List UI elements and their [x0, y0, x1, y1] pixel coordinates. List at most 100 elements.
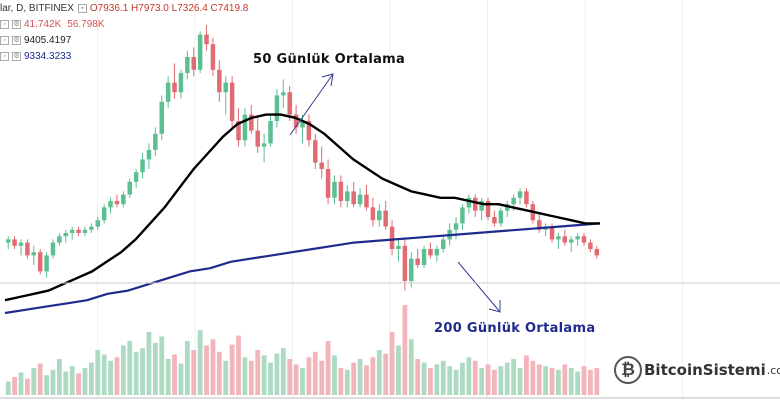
candle-body: [185, 57, 190, 73]
volume-bar: [517, 368, 523, 395]
volume-bar: [376, 350, 382, 395]
volume-bar: [12, 377, 17, 395]
volume-bar: [421, 362, 427, 395]
ma50-arrowhead: [321, 73, 334, 87]
candle: [108, 197, 113, 214]
candle: [319, 146, 324, 179]
candle: [268, 114, 273, 147]
volume-bar: [88, 362, 94, 395]
candle: [485, 197, 491, 221]
candle-body: [588, 242, 593, 249]
logo-text: BitcoinSistemi: [644, 361, 766, 379]
candle: [63, 229, 69, 243]
candle: [153, 127, 158, 157]
volume-bar: [280, 348, 286, 395]
candle: [409, 252, 414, 288]
candle-body: [536, 220, 542, 230]
candle: [396, 239, 401, 262]
candle: [159, 95, 164, 141]
candle: [114, 194, 120, 208]
candle: [370, 197, 376, 227]
candle-body: [460, 207, 465, 224]
candle: [383, 201, 388, 230]
candle: [57, 233, 62, 246]
volume-bar: [396, 345, 401, 395]
volume-bar: [101, 354, 107, 395]
eye-icon[interactable]: ◦: [0, 19, 9, 29]
volume-bar: [37, 363, 43, 395]
candle-body: [575, 236, 580, 240]
volume-bar: [172, 354, 177, 395]
candle: [524, 188, 529, 208]
header-row-ma50: ◦ ⚙ 9405.4197: [0, 32, 252, 48]
header-row-symbol: lar, D, BITFINEX ▪ O7936.1 H7973.0 L7326…: [0, 0, 252, 16]
candle-body: [524, 191, 529, 205]
volume-bar: [159, 336, 165, 395]
volume-bar: [549, 368, 555, 395]
candle-body: [229, 82, 235, 121]
candle-body: [5, 239, 11, 243]
candle: [377, 204, 382, 227]
candle: [242, 108, 248, 147]
volume-bar: [63, 371, 69, 395]
volume-bar: [184, 341, 190, 395]
volume-bar: [5, 381, 11, 395]
volume-bar: [428, 368, 433, 395]
volume-bars: [5, 305, 600, 395]
candle: [517, 188, 523, 205]
candle-body: [197, 34, 203, 70]
candle: [338, 175, 344, 208]
eye-icon[interactable]: ◦: [0, 35, 9, 45]
gear-icon[interactable]: ⚙: [12, 35, 21, 45]
gear-icon[interactable]: ⚙: [12, 19, 21, 29]
volume-bar: [140, 348, 145, 395]
candle: [332, 175, 337, 205]
candle-body: [581, 236, 587, 243]
candle-body: [549, 226, 555, 240]
candle-body: [594, 249, 600, 256]
ohlc-values: O7936.1 H7973.0 L7326.4 C7419.8: [89, 2, 249, 14]
candle: [121, 191, 126, 208]
candle-body: [57, 236, 62, 243]
volume-bar: [364, 365, 369, 395]
volume-bar: [76, 373, 81, 395]
ma50-arrow: [289, 73, 334, 136]
candle-body: [89, 226, 94, 230]
candle-body: [95, 220, 101, 227]
candle-body: [504, 204, 510, 211]
candle: [479, 197, 484, 221]
candle-body: [370, 207, 376, 221]
gear-icon[interactable]: ⚙: [12, 51, 21, 61]
ma200-arrowhead: [488, 300, 501, 313]
volume-bar: [319, 360, 325, 395]
candle-body: [281, 92, 286, 96]
candle-body: [383, 210, 388, 227]
candle: [357, 188, 363, 208]
settings-icon[interactable]: ▪: [77, 3, 87, 13]
candle: [274, 89, 280, 128]
candle: [210, 37, 216, 77]
volume-bar: [504, 362, 510, 395]
candle: [140, 153, 145, 179]
volume-bar: [498, 366, 504, 395]
candle: [421, 245, 427, 269]
volume-bar: [530, 360, 536, 395]
candle: [37, 249, 43, 275]
volume-bar: [191, 350, 197, 395]
candle-body: [287, 92, 292, 115]
candle-body: [25, 242, 30, 256]
volume-bar: [408, 339, 414, 395]
candle: [345, 185, 350, 208]
candle: [415, 249, 420, 269]
candle: [249, 105, 254, 134]
candle-body: [389, 226, 395, 249]
eye-icon[interactable]: ◦: [0, 51, 9, 61]
volume-bar: [389, 332, 395, 395]
chart-header: lar, D, BITFINEX ▪ O7936.1 H7973.0 L7326…: [0, 0, 252, 64]
candle-body: [140, 159, 145, 173]
volume-bar: [332, 355, 337, 395]
candle: [18, 239, 24, 256]
candle-body: [364, 194, 369, 208]
candle-body: [172, 82, 177, 93]
